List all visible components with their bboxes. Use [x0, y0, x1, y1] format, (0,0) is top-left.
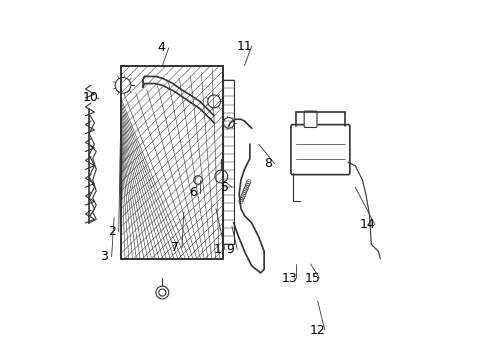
- Text: 15: 15: [304, 272, 320, 285]
- Text: 12: 12: [309, 324, 325, 337]
- Text: 13: 13: [281, 272, 296, 285]
- Text: 1: 1: [213, 243, 221, 256]
- Text: 3: 3: [101, 250, 108, 263]
- Text: 2: 2: [107, 225, 115, 238]
- Text: 14: 14: [359, 218, 375, 231]
- Bar: [121, 66, 223, 258]
- Text: 5: 5: [221, 181, 228, 194]
- Bar: [121, 66, 223, 258]
- Bar: [223, 80, 234, 244]
- FancyBboxPatch shape: [290, 125, 349, 175]
- Text: 11: 11: [236, 40, 252, 53]
- Text: 9: 9: [226, 243, 234, 256]
- Text: 4: 4: [157, 41, 165, 54]
- Text: 7: 7: [170, 241, 179, 255]
- Text: 6: 6: [188, 186, 196, 199]
- FancyBboxPatch shape: [304, 111, 316, 127]
- Text: 8: 8: [263, 157, 271, 170]
- Text: 10: 10: [82, 91, 98, 104]
